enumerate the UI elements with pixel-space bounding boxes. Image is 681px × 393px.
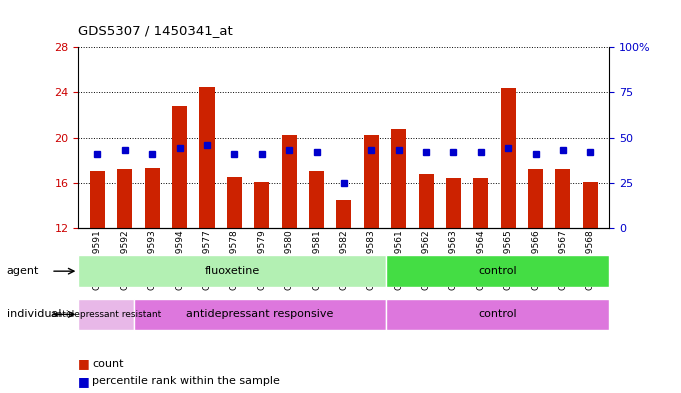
Bar bbox=[556, 169, 571, 228]
Bar bbox=[419, 174, 434, 228]
Bar bbox=[172, 106, 187, 228]
Text: agent: agent bbox=[7, 266, 39, 276]
Bar bbox=[391, 129, 406, 228]
Bar bbox=[336, 200, 351, 228]
Text: percentile rank within the sample: percentile rank within the sample bbox=[92, 376, 280, 386]
Text: antidepressant responsive: antidepressant responsive bbox=[187, 309, 334, 320]
Bar bbox=[254, 182, 269, 228]
Bar bbox=[282, 135, 297, 228]
Text: fluoxetine: fluoxetine bbox=[204, 266, 259, 276]
Bar bbox=[200, 87, 215, 228]
Text: individual: individual bbox=[7, 309, 61, 320]
Bar bbox=[528, 169, 543, 228]
Bar bbox=[386, 255, 609, 287]
Bar bbox=[309, 171, 324, 228]
Bar bbox=[473, 178, 488, 228]
Bar bbox=[134, 299, 386, 330]
Bar bbox=[446, 178, 461, 228]
Bar bbox=[386, 299, 609, 330]
Bar bbox=[501, 88, 516, 228]
Bar bbox=[78, 255, 386, 287]
Bar bbox=[364, 135, 379, 228]
Bar bbox=[144, 168, 160, 228]
Text: ■: ■ bbox=[78, 357, 90, 370]
Bar bbox=[78, 299, 134, 330]
Bar bbox=[117, 169, 132, 228]
Text: antidepressant resistant: antidepressant resistant bbox=[51, 310, 161, 319]
Bar bbox=[90, 171, 105, 228]
Bar bbox=[227, 177, 242, 228]
Text: GDS5307 / 1450341_at: GDS5307 / 1450341_at bbox=[78, 24, 233, 37]
Text: control: control bbox=[478, 309, 517, 320]
Text: count: count bbox=[92, 358, 123, 369]
Text: ■: ■ bbox=[78, 375, 90, 388]
Bar bbox=[583, 182, 598, 228]
Text: control: control bbox=[478, 266, 517, 276]
